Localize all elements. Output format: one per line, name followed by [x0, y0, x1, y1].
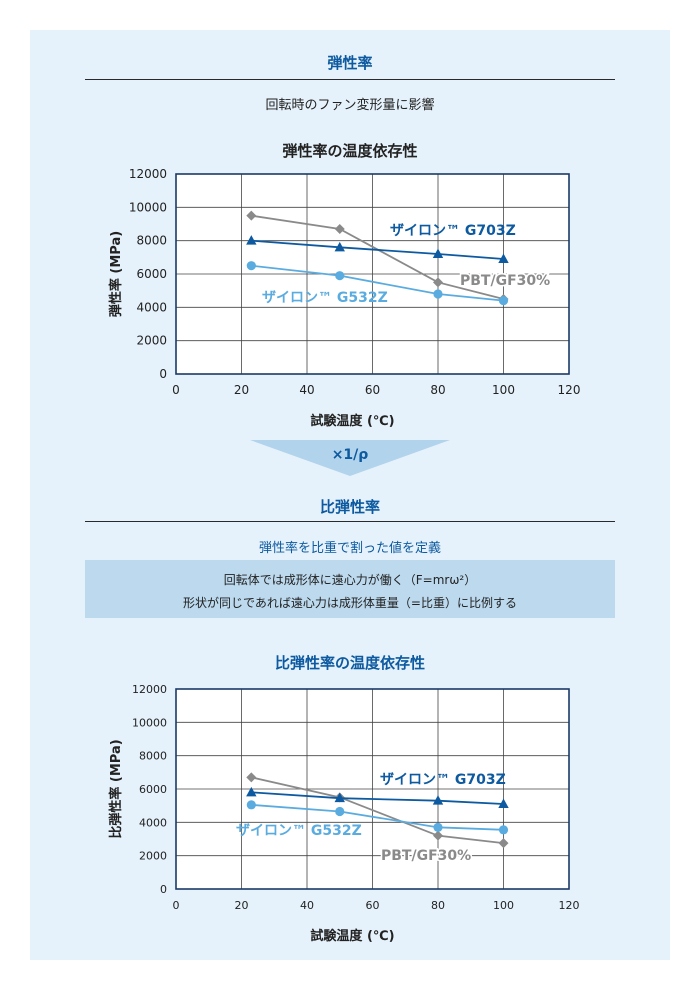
section1-divider	[85, 79, 615, 80]
chart2-y-tick-label: 6000	[139, 783, 167, 796]
chart2-point-g703z	[498, 798, 509, 808]
chart1-y-tick-label: 12000	[129, 167, 167, 181]
chart1-series-label-g532z: ザイロン™ G532Z	[262, 290, 388, 306]
section1-subtitle: 回転時のファン変形量に影響	[265, 98, 435, 113]
chart2-x-tick-label: 40	[300, 899, 314, 912]
section1-title: 弾性率	[327, 54, 373, 72]
chart1-point-g532z	[433, 289, 443, 299]
chart1-x-tick-label: 40	[299, 383, 314, 397]
chart1-x-tick-label: 20	[234, 383, 249, 397]
chart1-series-line-g532z	[251, 264, 504, 302]
chart2-x-tick-label: 0	[173, 899, 180, 912]
conversion-arrow-icon	[250, 440, 450, 476]
chart2-x-tick-label: 20	[235, 899, 249, 912]
chart2-x-axis-label: 試験温度 (℃)	[310, 928, 394, 944]
chart1-x-tick-label: 0	[172, 383, 180, 397]
chart2-frame	[175, 688, 570, 890]
chart2-point-g703z	[432, 795, 444, 805]
chart1-y-tick-label: 4000	[136, 300, 167, 314]
chart2-point-g532z	[246, 800, 256, 810]
section2-title: 比弾性率	[319, 498, 380, 516]
chart2-series-label-pbt: PBT/GF30%	[381, 848, 471, 864]
chart1-x-tick-label: 100	[492, 383, 515, 397]
chart2-x-tick-label: 80	[431, 899, 445, 912]
chart2-point-g532z	[335, 806, 345, 817]
note-line-2: 形状が同じであれば遠心力は成形体重量（=比重）に比例する	[183, 596, 517, 610]
chart2-y-tick-label: 8000	[139, 750, 167, 763]
section2-subtitle: 弾性率を比重で割った値を定義	[258, 541, 441, 556]
chart1-point-g532z	[246, 261, 256, 271]
chart1-series-line-g703z	[251, 239, 504, 260]
chart2-y-tick-label: 10000	[132, 716, 167, 729]
chart1-y-tick-label: 10000	[129, 200, 167, 214]
chart2-x-tick-label: 60	[366, 899, 380, 912]
chart2-point-g532z	[433, 822, 443, 832]
chart2-y-axis-label: 比弾性率 (MPa)	[108, 739, 124, 838]
chart2-point-pbt	[246, 772, 257, 783]
chart2-y-tick-label: 2000	[139, 850, 167, 863]
chart1-point-g532z	[335, 271, 345, 281]
section2-divider	[85, 521, 615, 522]
note-band: 回転体では成形体に遠心力が働く（F=mrω²） 形状が同じであれば遠心力は成形体…	[85, 560, 615, 618]
chart1-y-tick-label: 0	[159, 367, 167, 381]
chart1-x-tick-label: 60	[365, 383, 380, 397]
chart2-point-g703z	[246, 786, 257, 797]
chart1-y-axis-label: 弾性率 (MPa)	[108, 231, 124, 317]
chart2-svg: 0 20 40 60 80 100 120 0 2000 4000 6000 8000 10000 120…	[108, 683, 580, 944]
note-line-1: 回転体では成形体に遠心力が働く（F=mrω²）	[223, 573, 477, 587]
chart1-frame	[175, 173, 570, 375]
chart1-point-pbt	[334, 224, 345, 234]
chart1-series-label-pbt: PBT/GF30%	[460, 273, 550, 289]
chart2-y-tick-label: 12000	[132, 683, 167, 696]
chart2-series-label-g703z: ザイロン™ G703Z	[380, 772, 506, 788]
chart1-y-tick-label: 8000	[136, 234, 167, 248]
chart1-point-g532z	[498, 296, 509, 306]
chart1-point-pbt	[433, 277, 443, 288]
chart1-series-line-pbt	[251, 214, 504, 300]
chart2-y-tick-label: 0	[160, 883, 167, 896]
chart1-x-tick-label: 120	[558, 383, 581, 397]
chart2-point-g703z	[334, 792, 345, 803]
chart1-point-g703z	[498, 253, 509, 263]
chart1-x-tick-label: 80	[430, 383, 445, 397]
chart2-series-label-g532z: ザイロン™ G532Z	[236, 823, 362, 839]
chart2-x-tick-label: 100	[493, 899, 514, 912]
chart2-point-pbt	[498, 838, 509, 849]
chart1-point-g703z	[432, 248, 444, 258]
chart2-series-line-g703z	[251, 791, 504, 805]
chart1-point-pbt	[246, 210, 257, 221]
chart1-title: 弾性率の温度依存性	[282, 142, 418, 160]
chart1-series-label-g703z: ザイロン™ G703Z	[390, 223, 516, 239]
chart2-series-line-pbt	[251, 776, 504, 845]
chart1-point-g703z	[334, 241, 345, 252]
chart2-point-g532z	[498, 825, 509, 835]
chart1-y-tick-label: 6000	[136, 267, 167, 281]
chart2-series-line-g532z	[251, 803, 504, 831]
chart2-x-tick-label: 120	[559, 899, 580, 912]
chart1-svg: 0 20 40 60 80 100 120 0 2000 4000 6000 8000 10000 120…	[108, 167, 581, 429]
conversion-label: ×1/ρ	[331, 447, 369, 463]
chart2-y-tick-label: 4000	[139, 816, 167, 829]
chart1-point-g703z	[246, 235, 257, 245]
chart1-x-axis-label: 試験温度 (℃)	[310, 413, 394, 429]
chart1-y-tick-label: 2000	[136, 334, 167, 348]
chart2-point-pbt	[433, 830, 443, 841]
chart2-title: 比弾性率の温度依存性	[274, 654, 425, 672]
